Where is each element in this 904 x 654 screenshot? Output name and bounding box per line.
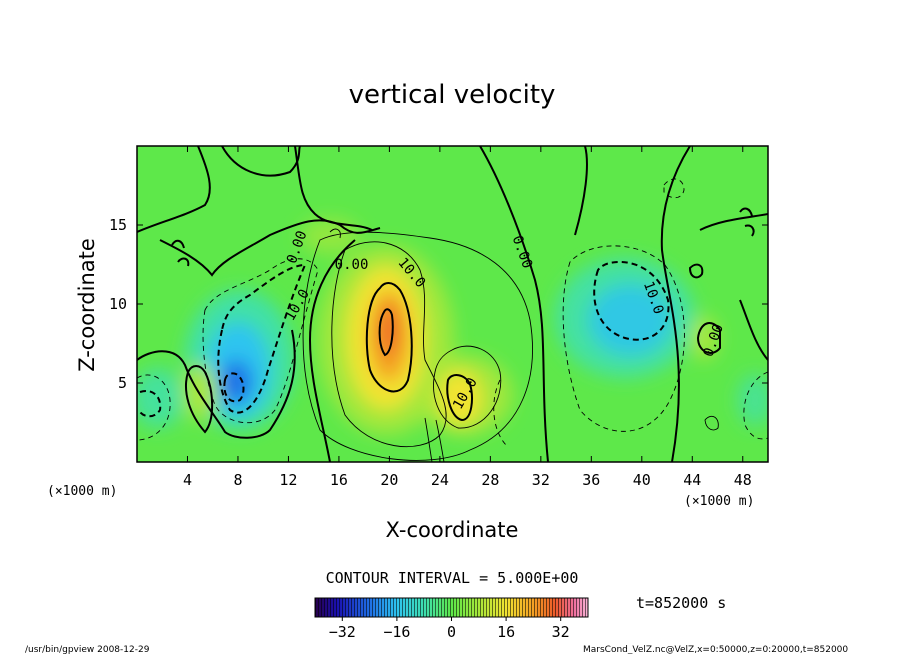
y-tick-label: 10 [109, 295, 127, 313]
x-tick-label: 36 [582, 471, 600, 489]
y-axis-label: Z-coordinate [75, 238, 99, 372]
colorbar-tick-label: 16 [497, 623, 515, 641]
x-tick-label: 16 [330, 471, 348, 489]
y-axis-unit: (×1000 m) [47, 484, 117, 499]
colorbar: −32 −16 0 16 32 [314, 597, 589, 641]
field-shading [137, 218, 768, 435]
colorbar-tick-label: 0 [447, 623, 456, 641]
x-tick-label: 12 [279, 471, 297, 489]
colorbar-tick-label: 32 [552, 623, 570, 641]
y-axis: 5 10 15 [109, 216, 768, 392]
colorbar-ticks: −32 −16 0 16 32 [329, 617, 570, 641]
x-tick-label: 20 [380, 471, 398, 489]
footer-left: /usr/bin/gpview 2008-12-29 [25, 645, 150, 654]
x-tick-label: 48 [734, 471, 752, 489]
chart-title: vertical velocity [349, 80, 556, 110]
x-axis: 4 8 12 16 20 24 28 32 36 40 44 48 [183, 146, 752, 489]
colorbar-tick-label: −16 [383, 623, 410, 641]
colorbar-hatch [315, 598, 588, 617]
x-tick-label: 28 [481, 471, 499, 489]
footer-right: MarsCond_VelZ.nc@VelZ,x=0:50000,z=0:2000… [583, 645, 848, 654]
x-tick-label: 4 [183, 471, 192, 489]
y-tick-label: 15 [109, 216, 127, 234]
time-label: t=852000 s [636, 594, 726, 612]
contour-interval-text: CONTOUR INTERVAL = 5.000E+00 [326, 569, 579, 587]
x-axis-label: X-coordinate [386, 518, 519, 542]
x-tick-label: 40 [633, 471, 651, 489]
x-tick-label: 8 [233, 471, 242, 489]
contour-lines [137, 146, 768, 462]
x-tick-label: 24 [431, 471, 449, 489]
x-tick-label: 32 [532, 471, 550, 489]
x-tick-label: 44 [683, 471, 701, 489]
contour-label: 0.00 [335, 257, 369, 273]
x-axis-unit: (×1000 m) [684, 494, 754, 509]
colorbar-tick-label: −32 [329, 623, 356, 641]
y-tick-label: 5 [118, 374, 127, 392]
